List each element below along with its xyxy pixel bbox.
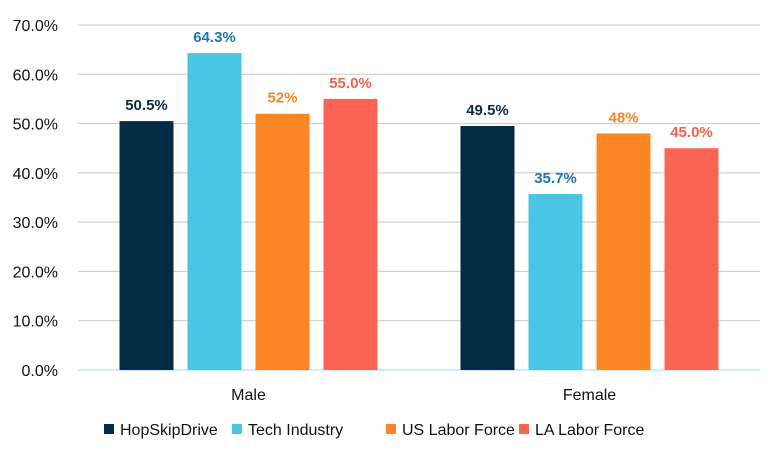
y-tick-label: 70.0% (13, 18, 58, 35)
bar (119, 121, 174, 370)
data-label: 45.0% (670, 124, 713, 141)
bar (664, 148, 719, 370)
legend-label: LA Labor Force (535, 422, 645, 439)
data-label: 49.5% (466, 102, 509, 119)
y-tick-label: 50.0% (13, 117, 58, 134)
y-tick-label: 10.0% (13, 314, 58, 331)
bar (323, 98, 378, 370)
bar (255, 113, 310, 370)
legend-label: HopSkipDrive (120, 422, 218, 439)
legend-swatch (104, 424, 114, 434)
data-label: 48% (608, 109, 638, 126)
y-tick-label: 20.0% (13, 264, 58, 281)
x-tick-label: Female (563, 387, 616, 404)
bar (187, 53, 242, 370)
legend-label: Tech Industry (248, 422, 343, 439)
data-label: 55.0% (329, 75, 372, 92)
data-label: 35.7% (534, 170, 577, 187)
y-tick-label: 0.0% (22, 363, 58, 380)
data-label: 50.5% (125, 97, 168, 114)
bar (596, 133, 651, 370)
legend-swatch (232, 424, 242, 434)
data-label: 64.3% (193, 29, 236, 46)
data-label: 52% (267, 90, 297, 107)
legend-swatch (386, 424, 396, 434)
legend-label: US Labor Force (402, 422, 515, 439)
legend-swatch (519, 424, 529, 434)
bar (460, 126, 515, 371)
x-tick-label: Male (231, 387, 266, 404)
y-tick-label: 30.0% (13, 215, 58, 232)
y-tick-label: 40.0% (13, 166, 58, 183)
y-tick-label: 60.0% (13, 67, 58, 84)
bar (528, 194, 583, 370)
